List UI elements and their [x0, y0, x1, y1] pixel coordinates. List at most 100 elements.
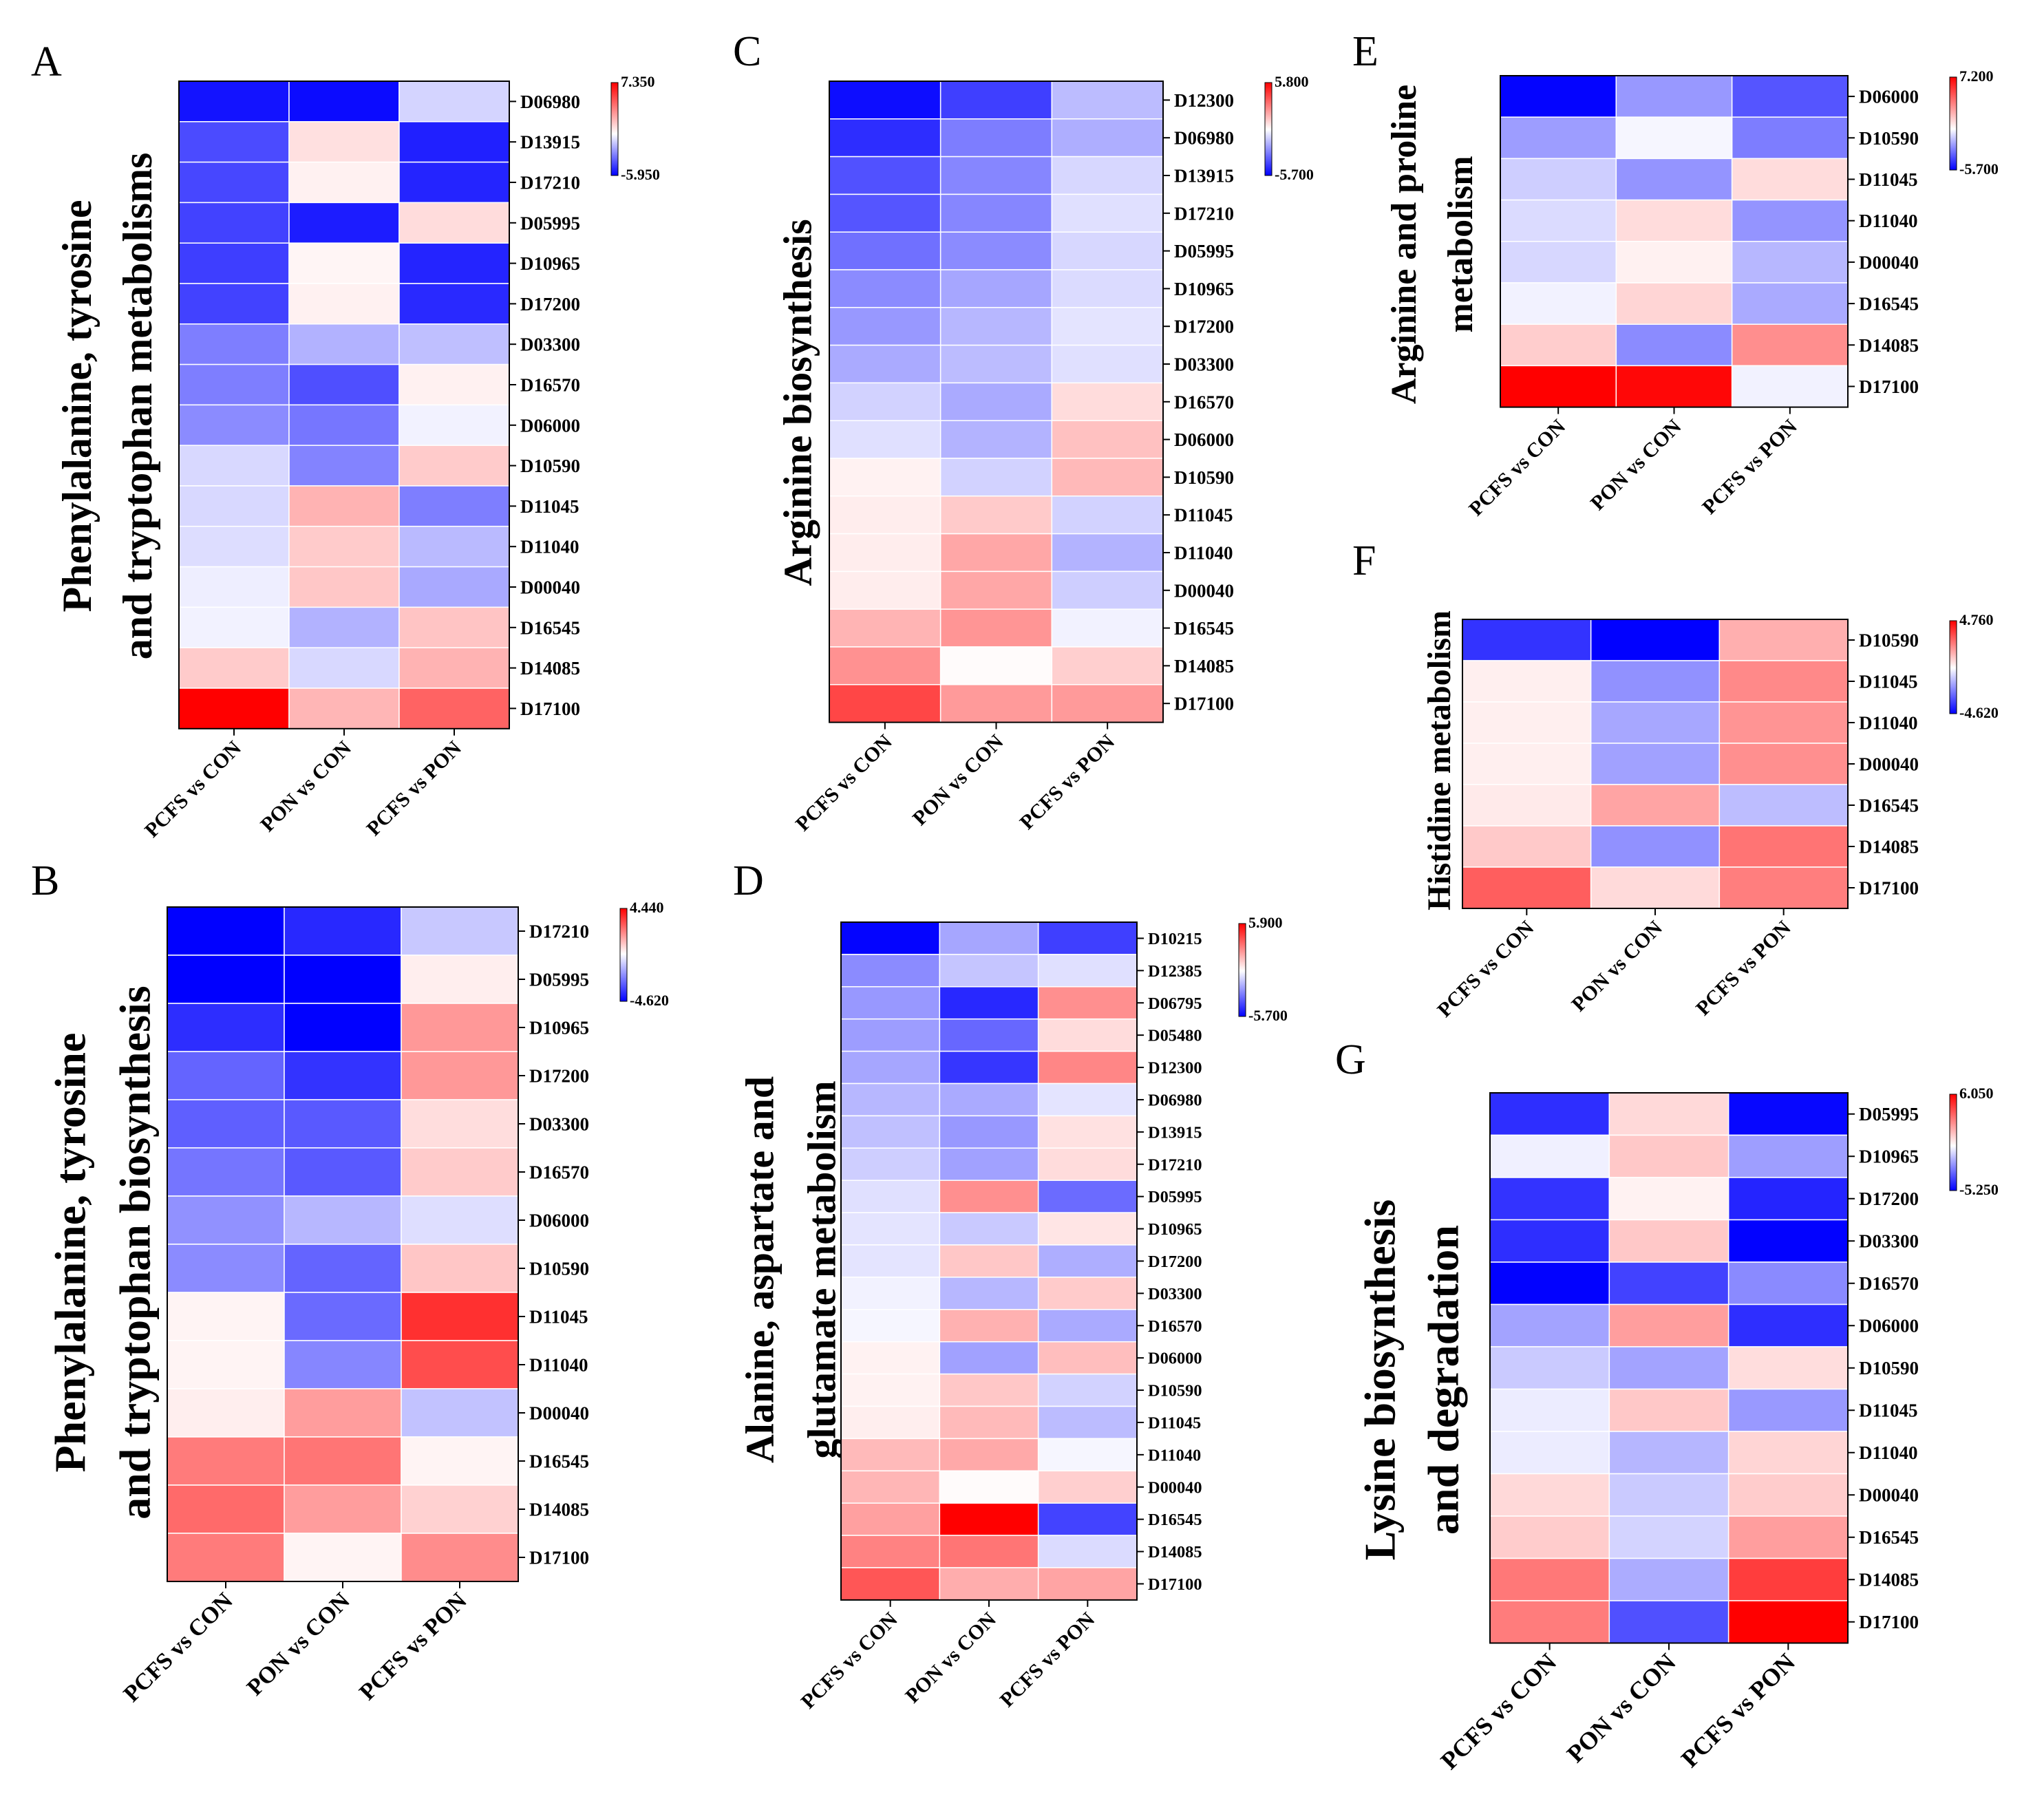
heatmap-cell: [939, 458, 1053, 497]
heatmap-cell: [398, 121, 510, 163]
column-label: PCFS vs PON: [1676, 1648, 1800, 1773]
heatmap-cell: [829, 344, 941, 384]
heatmap-cell: [401, 1244, 519, 1293]
row-label: D11040: [1859, 1442, 1918, 1463]
heatmap-cell: [398, 81, 510, 122]
heatmap-cell: [284, 1388, 402, 1438]
colorbar: [619, 908, 628, 1002]
row-label: D11045: [529, 1306, 588, 1327]
heatmap-cell: [840, 921, 941, 955]
heatmap-cell: [1489, 1600, 1610, 1644]
heatmap-cell: [939, 1083, 1039, 1117]
heatmap-cell: [398, 566, 510, 608]
heatmap-cell: [1462, 619, 1592, 661]
heatmap-cell: [284, 1340, 402, 1389]
row-label: D12385: [1148, 962, 1202, 981]
row-label: D00040: [1859, 1485, 1919, 1506]
panel-title: Lysine biosynthesis and degradation: [1355, 1200, 1467, 1561]
heatmap-cell: [1608, 1219, 1729, 1263]
heatmap-cell: [1590, 619, 1721, 661]
heatmap-cell: [1731, 75, 1849, 118]
heatmap-cell: [398, 404, 510, 446]
heatmap-cell: [1037, 1180, 1138, 1213]
row-label: D06000: [529, 1210, 589, 1230]
row-label: D06000: [520, 415, 580, 436]
heatmap-cell: [1615, 75, 1733, 118]
heatmap-cell: [939, 986, 1039, 1020]
heatmap-cell: [840, 1147, 941, 1181]
row-label: D10590: [1859, 630, 1919, 650]
heatmap-cell: [1718, 619, 1849, 661]
heatmap-cell: [939, 646, 1053, 685]
row-label: D16570: [520, 374, 580, 395]
heatmap-cell: [1500, 323, 1617, 367]
row-label: D16545: [1148, 1511, 1202, 1529]
row-label: D12300: [1148, 1059, 1202, 1078]
row-label: D10965: [1148, 1220, 1202, 1239]
heatmap-cell: [1500, 116, 1617, 160]
heatmap-cell: [401, 1147, 519, 1197]
heatmap-cell: [1489, 1473, 1610, 1517]
heatmap-cell: [288, 566, 400, 608]
panel-title-line: and tryptophan metabolisms: [115, 153, 160, 660]
heatmap-cell: [288, 323, 400, 365]
heatmap-cell: [1037, 986, 1138, 1020]
row-label: D12300: [1174, 90, 1234, 111]
heatmap-cell: [1731, 199, 1849, 242]
heatmap-cell: [1489, 1431, 1610, 1475]
heatmap-cell: [939, 1502, 1039, 1536]
heatmap-cell: [829, 269, 941, 308]
row-label: D17100: [1174, 694, 1234, 714]
heatmap-cell: [1037, 1405, 1138, 1440]
heatmap-cell: [1727, 1431, 1849, 1475]
heatmap-cell: [1590, 660, 1721, 703]
panel-title-line: Lysine biosynthesis: [1355, 1200, 1404, 1561]
heatmap-cell: [939, 1115, 1039, 1149]
heatmap-cell: [1489, 1092, 1610, 1136]
row-label: D14085: [529, 1499, 589, 1520]
row-label: D10965: [529, 1017, 589, 1038]
colorbar-min-label: -5.700: [1959, 160, 1999, 178]
heatmap-cell: [1727, 1177, 1849, 1221]
row-label: D10590: [520, 456, 580, 476]
heatmap-cell: [1037, 1438, 1138, 1472]
heatmap-cell: [288, 202, 400, 244]
heatmap-cell: [1500, 158, 1617, 201]
panel-a: A Phenylalanine, tyrosine and tryptophan m…: [31, 39, 660, 842]
colorbar-max-label: 5.900: [1248, 914, 1283, 931]
row-label: D03300: [1174, 354, 1234, 374]
heatmap-cell: [167, 1244, 285, 1293]
heatmap-cell: [939, 921, 1039, 955]
row-label: D10965: [1174, 279, 1234, 299]
heatmap-cell: [178, 688, 290, 729]
heatmap-cell: [178, 485, 290, 527]
heatmap-cell: [398, 323, 510, 365]
heatmap-cell: [398, 202, 510, 244]
heatmap-cell: [1727, 1473, 1849, 1517]
row-label: D06980: [520, 92, 580, 112]
row-label: D03300: [1859, 1231, 1919, 1252]
heatmap-cell: [288, 485, 400, 527]
heatmap-cell: [167, 906, 285, 956]
heatmap-cell: [1608, 1177, 1729, 1221]
heatmap-cell: [1489, 1261, 1610, 1305]
heatmap-cell: [1608, 1431, 1729, 1475]
heatmap-cell: [1608, 1388, 1729, 1432]
colorbar: [1949, 620, 1957, 714]
row-label: D05480: [1148, 1027, 1202, 1045]
heatmap-cell: [939, 1373, 1039, 1407]
heatmap-cell: [840, 1212, 941, 1246]
heatmap-cell: [1037, 1050, 1138, 1085]
panel-title: Arginine biosynthesis: [775, 219, 820, 586]
heatmap-cell: [1615, 365, 1733, 408]
heatmap-cell: [1615, 323, 1733, 367]
heatmap-cell: [1489, 1177, 1610, 1221]
heatmap-cell: [1051, 684, 1164, 723]
heatmap-cell: [1615, 158, 1733, 201]
heatmap-cell: [1727, 1515, 1849, 1559]
row-label: D03300: [520, 334, 580, 355]
heatmap-cell: [1718, 825, 1849, 868]
heatmap-cell: [840, 1309, 941, 1343]
heatmap-cell: [1727, 1261, 1849, 1305]
heatmap-cell: [939, 382, 1053, 421]
